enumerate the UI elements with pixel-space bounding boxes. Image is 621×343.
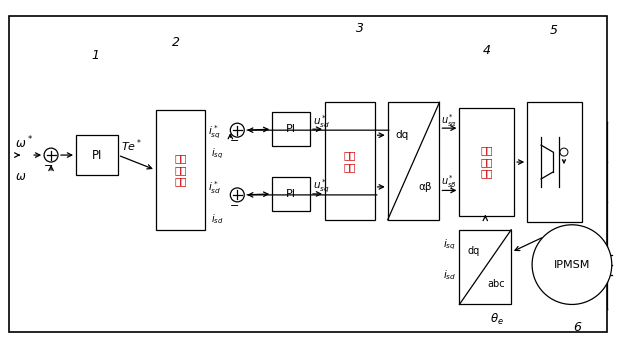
Text: 1: 1 — [92, 49, 100, 62]
Text: $u_{s\alpha}^*$: $u_{s\alpha}^*$ — [442, 112, 458, 129]
Bar — [527, 102, 582, 222]
Text: PI: PI — [286, 189, 296, 199]
Text: $i_{sd}$: $i_{sd}$ — [211, 212, 224, 226]
Text: $\omega^*$: $\omega^*$ — [15, 135, 33, 151]
Text: dq: dq — [396, 130, 409, 140]
Text: IPMSM: IPMSM — [554, 260, 590, 270]
Text: 电流
计算
模块: 电流 计算 模块 — [175, 153, 187, 187]
Text: 脉宽
调制
模块: 脉宽 调制 模块 — [481, 145, 493, 179]
Circle shape — [532, 225, 612, 305]
Text: 2: 2 — [171, 36, 179, 49]
Text: $u_{s\beta}^*$: $u_{s\beta}^*$ — [442, 174, 457, 191]
Bar — [272, 177, 310, 211]
Text: $\omega$: $\omega$ — [15, 170, 27, 184]
Text: PI: PI — [92, 149, 102, 162]
Text: 4: 4 — [483, 44, 491, 57]
Text: −: − — [230, 201, 239, 211]
Circle shape — [560, 148, 568, 156]
Text: $i_{sd}^*$: $i_{sd}^*$ — [209, 179, 222, 196]
Text: $i_{sq}^*$: $i_{sq}^*$ — [209, 123, 222, 141]
Text: −: − — [230, 136, 239, 146]
Bar — [388, 102, 440, 220]
Text: $u_{sd}^*$: $u_{sd}^*$ — [313, 113, 330, 130]
Text: 3: 3 — [356, 22, 364, 35]
Bar — [156, 110, 206, 230]
Text: dq: dq — [468, 246, 480, 256]
Bar — [325, 102, 374, 220]
Text: 6: 6 — [573, 321, 581, 334]
Text: PI: PI — [286, 124, 296, 134]
Bar — [460, 108, 514, 216]
Circle shape — [230, 188, 244, 202]
Text: αβ: αβ — [418, 182, 432, 192]
Bar — [445, 218, 584, 316]
Bar — [460, 230, 511, 305]
Text: abc: abc — [488, 279, 505, 288]
Text: $i_{sd}$: $i_{sd}$ — [443, 268, 456, 282]
Bar — [76, 135, 118, 175]
Bar — [258, 93, 443, 236]
Text: $Te^*$: $Te^*$ — [120, 138, 142, 154]
Text: $\theta_e$: $\theta_e$ — [490, 312, 504, 327]
Circle shape — [44, 148, 58, 162]
Bar — [272, 112, 310, 146]
Text: $i_{sq}$: $i_{sq}$ — [443, 238, 456, 252]
Circle shape — [230, 123, 244, 137]
Text: −: − — [43, 161, 53, 171]
Text: 电压
解耦: 电压 解耦 — [343, 150, 356, 172]
Text: 5: 5 — [550, 24, 558, 37]
Text: $i_{sq}$: $i_{sq}$ — [211, 147, 224, 161]
Text: $u_{sq}^*$: $u_{sq}^*$ — [313, 177, 330, 194]
